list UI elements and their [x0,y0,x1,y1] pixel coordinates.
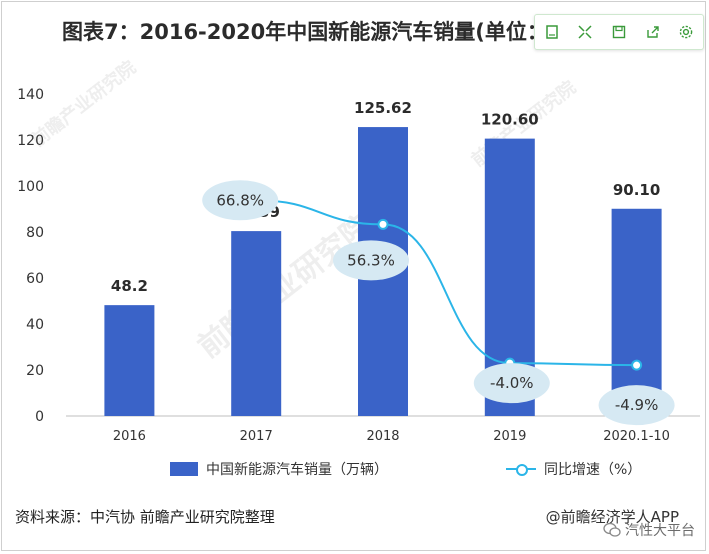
y-tick-label: 40 [26,317,44,333]
growth-point [377,218,389,230]
y-tick-label: 80 [26,225,44,241]
y-tick-label: 20 [26,363,44,379]
y-tick-label: 140 [17,87,44,103]
save-icon[interactable] [607,20,631,44]
legend-bar-label: 中国新能源汽车销量（万辆） [206,462,388,478]
bar-value-label: 90.10 [613,181,660,199]
copy-icon[interactable] [540,20,564,44]
legend-line-swatch [506,462,536,476]
x-tick-label: 2017 [240,429,273,444]
y-tick-label: 100 [17,179,44,195]
growth-value-label: 66.8% [216,191,264,209]
growth-bubble [598,385,675,426]
growth-bubble [473,363,550,404]
growth-value-label: 56.3% [347,251,395,269]
legend: 中国新能源汽车销量（万辆） 同比增速（%） [170,459,641,479]
legend-line-label: 同比增速（%） [544,462,642,478]
wechat-icon [603,522,621,537]
fullscreen-icon[interactable] [573,20,597,44]
bar [104,305,155,416]
source-note: 资料来源：中汽协 前瞻产业研究院整理 [15,508,275,526]
bar-value-label: 48.2 [111,277,148,295]
growth-value-label: -4.0% [490,374,534,392]
bar-value-label: 120.60 [481,111,539,129]
growth-line [256,199,637,367]
x-tick-label: 2018 [366,429,399,444]
share-icon[interactable] [641,20,665,44]
wechat-label: 汽性大平台 [625,523,695,539]
y-tick-label: 0 [35,409,44,425]
y-tick-label: 60 [26,271,44,287]
bar-value-label: 125.62 [354,99,412,117]
bar [611,208,662,416]
x-tick-label: 2016 [113,429,146,444]
y-tick-label: 120 [17,133,44,149]
wechat-badge: 汽性大平台 [603,520,695,540]
credit-note: @前瞻经济学人APP [545,508,679,526]
growth-value-label: -4.9% [615,396,659,414]
image-toolbar [534,14,704,50]
legend-bar-swatch [170,462,198,476]
settings-icon[interactable] [674,20,698,44]
x-tick-label: 2019 [493,429,526,444]
growth-bubble [333,240,409,281]
x-tick-label: 2020.1-10 [603,429,670,444]
bar [231,231,282,416]
growth-point [631,359,643,371]
growth-bubble [202,180,279,221]
